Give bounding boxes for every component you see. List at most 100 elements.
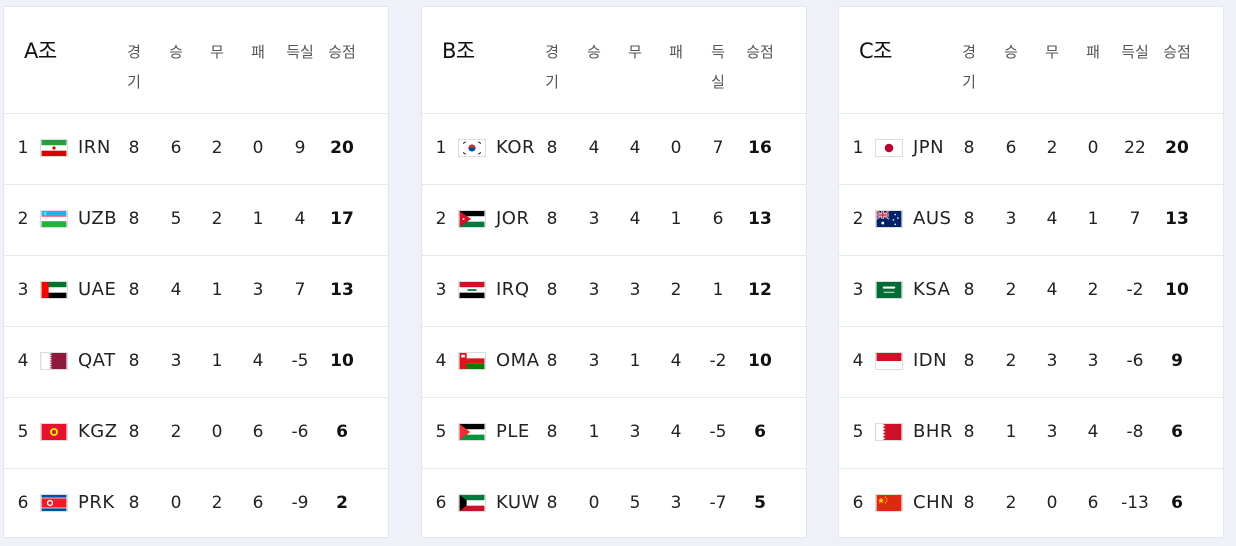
goal-diff-value: 22 [1124, 138, 1146, 158]
played-value: 8 [963, 280, 975, 300]
column-header-lost: 패 [1086, 43, 1100, 61]
drawn-value: 2 [211, 209, 223, 229]
drawn-value: 4 [1046, 209, 1058, 229]
team-name[interactable]: PLE [496, 421, 530, 442]
lost-value: 4 [1087, 422, 1099, 442]
lost-value: 0 [1087, 138, 1099, 158]
table-row[interactable]: 6 PRK 8 0 2 6 -9 2 [4, 468, 388, 539]
drawn-value: 2 [211, 138, 223, 158]
table-row[interactable]: 1 KOR 8 4 4 0 7 16 [422, 113, 806, 185]
played-value: 8 [546, 422, 558, 442]
goal-diff-value: -8 [1126, 422, 1144, 442]
palestine-flag-icon [458, 423, 486, 441]
points-value: 9 [1171, 351, 1183, 371]
column-header-drawn: 무 [628, 43, 642, 61]
played-value: 8 [963, 493, 975, 513]
played-value: 8 [963, 422, 975, 442]
table-row[interactable]: 4 QAT 8 3 1 4 -5 10 [4, 326, 388, 398]
won-value: 3 [588, 280, 600, 300]
won-value: 4 [170, 280, 182, 300]
team-name[interactable]: KSA [913, 279, 951, 300]
table-header: B조 경 기 승 무 패 득 실 승점 [422, 7, 806, 114]
kuwait-flag-icon [458, 494, 486, 512]
indonesia-flag-icon [875, 352, 903, 370]
drawn-value: 2 [211, 493, 223, 513]
table-row[interactable]: 3 KSA 8 2 4 2 -2 10 [839, 255, 1223, 327]
drawn-value: 4 [629, 138, 641, 158]
points-value: 10 [748, 351, 772, 371]
rank: 5 [435, 422, 447, 442]
column-header-goal-diff: 득실 [286, 43, 314, 61]
played-value: 8 [963, 138, 975, 158]
goal-diff-value: -2 [1126, 280, 1144, 300]
rank: 2 [852, 209, 864, 229]
team-name[interactable]: IDN [913, 350, 948, 371]
table-row[interactable]: 5 PLE 8 1 3 4 -5 6 [422, 397, 806, 469]
team-name[interactable]: UZB [78, 208, 118, 229]
table-row[interactable]: 3 UAE 8 4 1 3 7 13 [4, 255, 388, 327]
lost-value: 0 [252, 138, 264, 158]
column-header-goal-diff: 득 실 [711, 43, 725, 91]
played-value: 8 [128, 280, 140, 300]
team-name[interactable]: QAT [78, 350, 116, 371]
goal-diff-value: -7 [709, 493, 727, 513]
played-value: 8 [128, 138, 140, 158]
table-row[interactable]: 1 JPN 8 6 2 0 22 20 [839, 113, 1223, 185]
table-row[interactable]: 6 CHN 8 2 0 6 -13 6 [839, 468, 1223, 539]
points-value: 17 [330, 209, 354, 229]
team-name[interactable]: UAE [78, 279, 117, 300]
rank: 3 [852, 280, 864, 300]
team-name[interactable]: CHN [913, 492, 955, 513]
team-name[interactable]: JPN [913, 137, 945, 158]
rank: 2 [17, 209, 29, 229]
won-value: 5 [170, 209, 182, 229]
lost-value: 1 [1087, 209, 1099, 229]
table-row[interactable]: 1 IRN 8 6 2 0 9 20 [4, 113, 388, 185]
played-value: 8 [546, 493, 558, 513]
played-value: 8 [128, 422, 140, 442]
table-row[interactable]: 2 JOR 8 3 4 1 6 13 [422, 184, 806, 256]
team-name[interactable]: IRQ [496, 279, 530, 300]
table-row[interactable]: 4 IDN 8 2 3 3 -6 9 [839, 326, 1223, 398]
jordan-flag-icon [458, 210, 486, 228]
rank: 6 [852, 493, 864, 513]
team-name[interactable]: KUW [496, 492, 540, 513]
table-row[interactable]: 5 KGZ 8 2 0 6 -6 6 [4, 397, 388, 469]
drawn-value: 4 [629, 209, 641, 229]
table-row[interactable]: 2 UZB 8 5 2 1 4 17 [4, 184, 388, 256]
team-name[interactable]: IRN [78, 137, 111, 158]
team-name[interactable]: JOR [496, 208, 530, 229]
won-value: 0 [588, 493, 600, 513]
drawn-value: 1 [211, 351, 223, 371]
rank: 6 [435, 493, 447, 513]
iran-flag-icon [40, 139, 68, 157]
points-value: 6 [754, 422, 766, 442]
won-value: 1 [1005, 422, 1017, 442]
lost-value: 6 [1087, 493, 1099, 513]
lost-value: 3 [670, 493, 682, 513]
table-row[interactable]: 6 KUW 8 0 5 3 -7 5 [422, 468, 806, 539]
won-value: 0 [170, 493, 182, 513]
rank: 4 [17, 351, 29, 371]
won-value: 3 [170, 351, 182, 371]
team-name[interactable]: OMA [496, 350, 540, 371]
team-name[interactable]: KGZ [78, 421, 118, 442]
table-row[interactable]: 2 AUS 8 3 4 1 7 13 [839, 184, 1223, 256]
won-value: 3 [588, 351, 600, 371]
table-row[interactable]: 5 BHR 8 1 3 4 -8 6 [839, 397, 1223, 469]
rank: 1 [17, 138, 29, 158]
group-c-standings: C조 경 기 승 무 패 득실 승점 1 JPN 8 6 2 0 22 20 2 AUS 8 3 4 1 7 13 3 KSA 8… [838, 6, 1224, 538]
drawn-value: 1 [629, 351, 641, 371]
team-name[interactable]: KOR [496, 137, 535, 158]
lost-value: 4 [670, 351, 682, 371]
team-name[interactable]: AUS [913, 208, 952, 229]
lost-value: 6 [252, 422, 264, 442]
team-name[interactable]: BHR [913, 421, 953, 442]
table-row[interactable]: 4 OMA 8 3 1 4 -2 10 [422, 326, 806, 398]
table-row[interactable]: 3 IRQ 8 3 3 2 1 12 [422, 255, 806, 327]
points-value: 13 [1165, 209, 1189, 229]
column-header-won: 승 [587, 43, 601, 61]
lost-value: 2 [1087, 280, 1099, 300]
team-name[interactable]: PRK [78, 492, 115, 513]
